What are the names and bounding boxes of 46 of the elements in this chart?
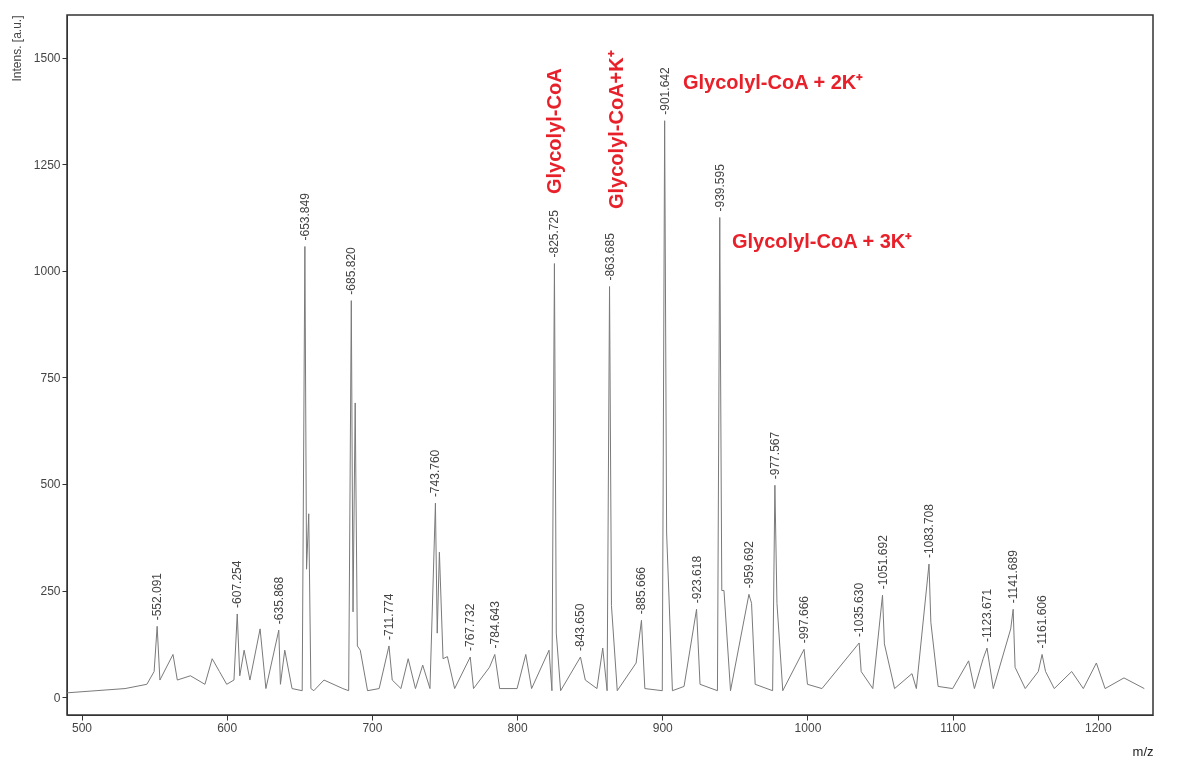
annotation: -863.685 [602, 232, 617, 281]
annotation: -635.868 [271, 576, 286, 625]
annotation: -977.567 [767, 431, 782, 480]
annotation: -1161.606 [1035, 594, 1050, 649]
annotation: Glycolyl-CoA [543, 68, 565, 194]
x-tick-label: 800 [507, 720, 528, 735]
annotation: -959.692 [741, 540, 756, 589]
annotation: -1141.689 [1006, 549, 1021, 604]
x-tick-label: 500 [72, 720, 93, 735]
annotation: -653.849 [297, 192, 312, 241]
x-tick-label: 900 [652, 720, 674, 735]
annotation: Glycolyl-CoA+K⁺ [605, 50, 627, 209]
x-tick-label: 1000 [794, 720, 822, 735]
y-tick-label: 1500 [33, 51, 61, 66]
y-axis-title: Intens. [a.u.] [9, 15, 24, 82]
annotation: -939.595 [712, 163, 727, 212]
y-tick-label: 500 [40, 477, 61, 492]
annotation: -711.774 [381, 593, 396, 640]
annotation: -607.254 [230, 560, 245, 608]
annotation: -743.760 [428, 449, 443, 498]
y-tick-label: 0 [53, 690, 61, 705]
annotation: -767.732 [463, 603, 478, 652]
annotation: -885.666 [634, 566, 649, 615]
y-tick-label: 1000 [33, 264, 61, 279]
annotation: -1051.692 [875, 534, 890, 590]
annotation: -843.650 [573, 603, 588, 652]
x-axis-title: m/z [1132, 743, 1154, 759]
annotation: -685.820 [344, 246, 359, 295]
annotation: -901.642 [657, 67, 672, 115]
x-tick-label: 700 [362, 720, 383, 735]
x-tick-label: 1200 [1084, 720, 1112, 735]
annotation: -784.643 [487, 600, 502, 649]
annotation: -1123.671 [980, 588, 995, 643]
annotation: Glycolyl-CoA + 3K⁺ [732, 230, 913, 252]
y-tick-label: 250 [40, 584, 61, 599]
y-tick-label: 1250 [33, 157, 61, 172]
annotation: -552.091 [150, 572, 165, 621]
annotation: -1035.630 [852, 582, 867, 637]
x-tick-label: 1100 [940, 720, 967, 735]
annotation: -923.618 [689, 555, 704, 604]
x-tick-label: 600 [217, 720, 238, 735]
annotation: -825.725 [547, 209, 562, 258]
annotation: -997.666 [797, 595, 812, 644]
y-tick-label: 750 [40, 370, 61, 385]
annotation: Glycolyl-CoA + 2K⁺ [683, 71, 864, 93]
annotation: -1083.708 [921, 503, 936, 559]
